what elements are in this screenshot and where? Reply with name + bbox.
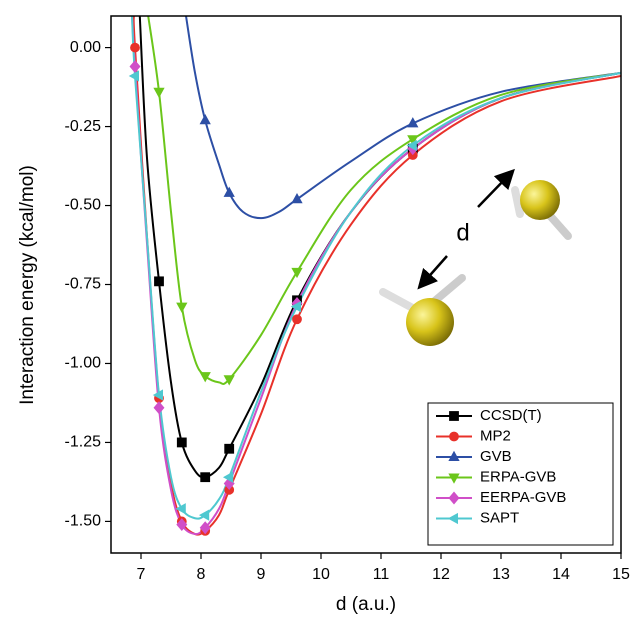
x-tick-label: 13 — [492, 566, 510, 583]
x-tick-label: 15 — [612, 566, 630, 583]
marker — [225, 444, 234, 453]
y-tick-label: -1.50 — [65, 513, 102, 530]
y-tick-label: -1.00 — [65, 355, 102, 372]
legend-label: ERPA-GVB — [480, 468, 556, 485]
legend: CCSD(T) MP2 GVB ERPA-GVB EERPA-GVB SAPT — [428, 403, 613, 545]
legend-label: EERPA-GVB — [480, 489, 566, 506]
y-tick-label: -1.25 — [65, 434, 102, 451]
arrow — [424, 256, 447, 282]
y-tick-label: -0.75 — [65, 276, 102, 293]
marker — [200, 115, 210, 124]
marker — [293, 315, 302, 324]
marker — [201, 473, 210, 482]
y-tick-label: -0.25 — [65, 118, 102, 135]
x-tick-label: 7 — [137, 566, 146, 583]
marker — [224, 187, 234, 196]
marker — [130, 61, 140, 73]
marker — [450, 412, 459, 421]
marker — [450, 432, 459, 441]
page: {"chart_data": { "type": "line", "x_labe… — [0, 0, 635, 623]
x-tick-label: 14 — [552, 566, 570, 583]
marker — [131, 43, 140, 52]
x-tick-label: 10 — [312, 566, 330, 583]
legend-label: CCSD(T) — [480, 407, 542, 424]
arrow — [478, 176, 508, 207]
y-tick-label: 0.00 — [70, 39, 101, 56]
marker — [154, 88, 164, 97]
marker — [292, 194, 302, 203]
sulfur-atom — [406, 298, 454, 346]
x-tick-label: 9 — [257, 566, 266, 583]
chart: d d (a.u.) Interaction energy (kcal/mol)… — [0, 0, 635, 623]
sulfur-atom — [520, 180, 560, 220]
marker — [154, 402, 164, 414]
legend-label: MP2 — [480, 427, 511, 444]
marker — [177, 303, 187, 312]
bond — [515, 190, 520, 214]
legend-label: SAPT — [480, 509, 519, 526]
marker — [177, 438, 186, 447]
marker — [200, 373, 210, 382]
marker — [155, 277, 164, 286]
annotation: d — [456, 219, 469, 246]
x-tick-label: 12 — [432, 566, 450, 583]
y-axis-label: Interaction energy (kcal/mol) — [17, 165, 38, 405]
y-tick-label: -0.50 — [65, 197, 102, 214]
legend-label: GVB — [480, 448, 512, 465]
molecule-illustration: d — [383, 176, 568, 346]
x-tick-label: 8 — [197, 566, 206, 583]
x-tick-label: 11 — [373, 566, 390, 583]
x-axis-label: d (a.u.) — [336, 594, 396, 615]
